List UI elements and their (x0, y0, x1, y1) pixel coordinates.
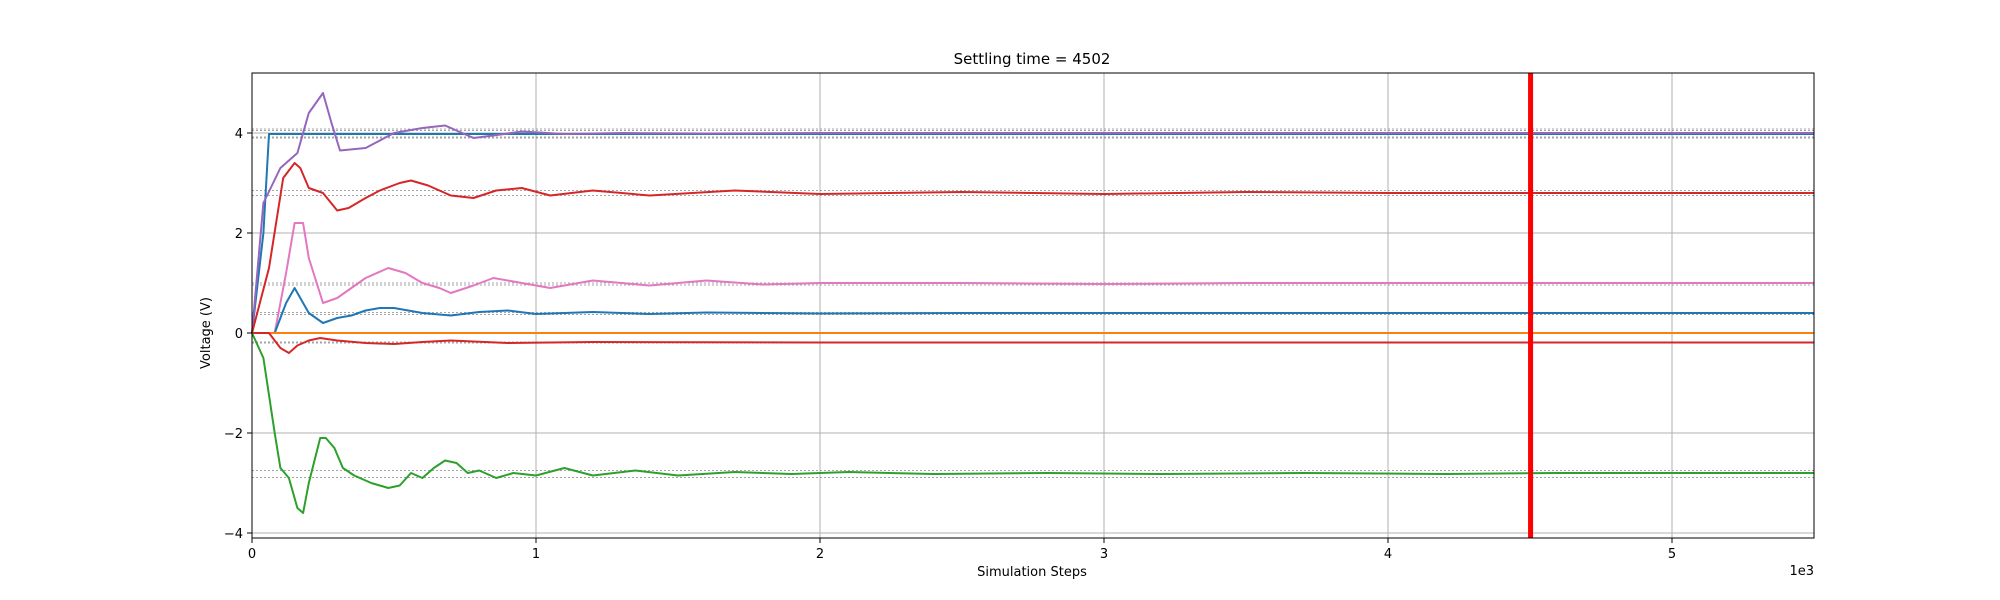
y-tick-label: 2 (235, 227, 243, 242)
series-line-8 (252, 333, 1814, 513)
chart-title: Settling time = 4502 (954, 50, 1111, 68)
y-tick-label: 0 (235, 327, 243, 342)
series-lines (252, 93, 1814, 513)
tolerance-bands (252, 129, 1814, 478)
y-ticks: −4 −2 0 2 4 (224, 127, 252, 542)
x-tick-label: 2 (816, 547, 824, 562)
plot-frame (252, 73, 1814, 538)
y-tick-label: −4 (224, 527, 243, 542)
x-axis-label: Simulation Steps (977, 565, 1087, 580)
y-tick-label: −2 (224, 427, 243, 442)
series-line-5 (252, 288, 1814, 333)
y-tick-label: 4 (235, 127, 243, 142)
series-line-4 (252, 223, 1814, 333)
x-axis-offset-label: 1e3 (1789, 564, 1814, 579)
x-tick-label: 3 (1100, 547, 1108, 562)
x-tick-label: 0 (248, 547, 256, 562)
x-tick-label: 4 (1384, 547, 1392, 562)
y-axis-label: Voltage (V) (199, 297, 214, 369)
series-line-7 (252, 333, 1814, 353)
x-tick-label: 5 (1668, 547, 1676, 562)
grid (252, 73, 1814, 538)
series-line-3 (252, 163, 1814, 333)
x-tick-label: 1 (532, 547, 540, 562)
x-ticks: 0 1 2 3 4 5 (248, 538, 1676, 562)
